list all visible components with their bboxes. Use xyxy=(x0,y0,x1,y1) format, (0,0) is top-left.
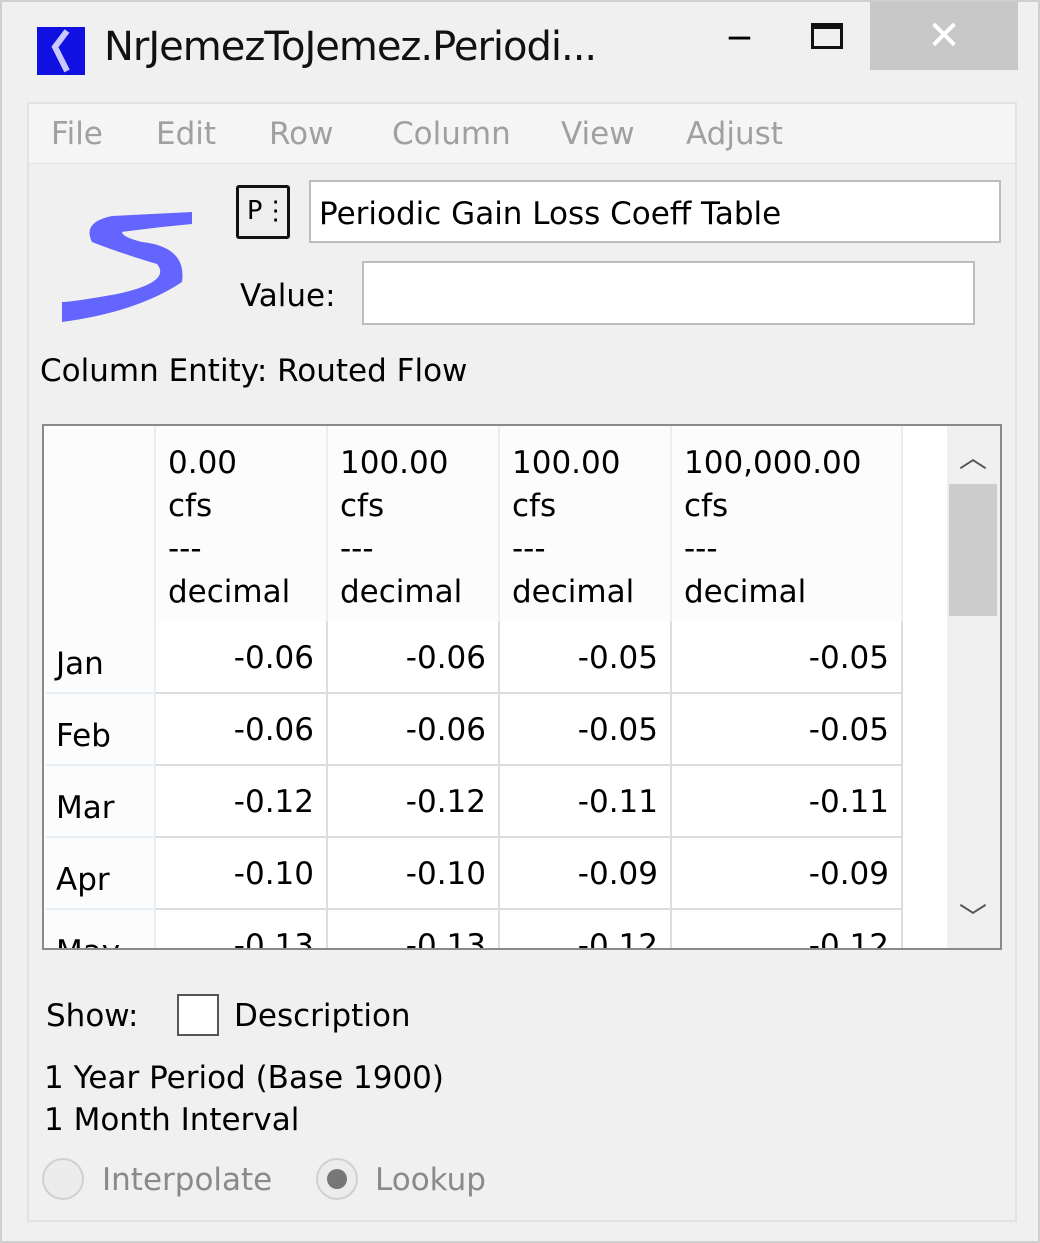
maximize-icon xyxy=(811,23,843,49)
value-label: Value: xyxy=(240,278,336,314)
table-cell[interactable]: -0.12 xyxy=(500,910,672,948)
slot-name-field[interactable]: Periodic Gain Loss Coeff Table xyxy=(309,180,1001,243)
lookup-radio[interactable] xyxy=(316,1158,358,1200)
menu-row[interactable]: Row xyxy=(269,116,334,152)
vertical-scrollbar[interactable]: ︿ ﹀ xyxy=(947,426,1000,948)
scroll-up-arrow-icon[interactable]: ︿ xyxy=(959,441,988,474)
table-cell[interactable]: -0.06 xyxy=(328,622,500,694)
lookup-label: Lookup xyxy=(375,1162,486,1198)
table-cell[interactable]: -0.06 xyxy=(328,694,500,766)
periodic-slot-icon[interactable]: P⋮ xyxy=(236,185,290,239)
menu-column[interactable]: Column xyxy=(392,116,511,152)
period-text: 1 Year Period (Base 1900) xyxy=(44,1060,445,1096)
close-button[interactable]: ✕ xyxy=(870,2,1018,70)
app-logo-icon xyxy=(37,27,85,75)
table-cell[interactable]: -0.05 xyxy=(500,622,672,694)
row-header[interactable]: Mar xyxy=(46,766,156,838)
interval-text: 1 Month Interval xyxy=(44,1102,300,1138)
table-cell[interactable]: -0.12 xyxy=(156,766,328,838)
value-field[interactable] xyxy=(362,261,975,325)
row-header[interactable]: Apr xyxy=(46,838,156,910)
table-cell[interactable]: -0.13 xyxy=(156,910,328,948)
scrollbar-thumb[interactable] xyxy=(949,484,997,616)
table-cell[interactable]: -0.11 xyxy=(500,766,672,838)
table-cell[interactable]: -0.05 xyxy=(672,694,903,766)
interpolate-radio[interactable] xyxy=(42,1158,84,1200)
show-label: Show: xyxy=(46,998,139,1034)
table-cell[interactable]: -0.12 xyxy=(672,910,903,948)
table-cell[interactable]: -0.13 xyxy=(328,910,500,948)
description-checkbox[interactable] xyxy=(177,994,219,1036)
column-entity-label: Column Entity: Routed Flow xyxy=(40,353,468,389)
row-header[interactable]: May xyxy=(46,910,156,948)
scroll-down-arrow-icon[interactable]: ﹀ xyxy=(959,901,988,934)
table-cell[interactable]: -0.06 xyxy=(156,694,328,766)
radio-selected-dot xyxy=(327,1169,347,1189)
maximize-button[interactable] xyxy=(792,2,862,70)
column-header[interactable]: 100.00 cfs --- decimal xyxy=(328,426,500,622)
table-cell[interactable]: -0.10 xyxy=(328,838,500,910)
window-title: NrJemezToJemez.Periodi... xyxy=(104,24,597,70)
menu-bar: File Edit Row Column View Adjust xyxy=(29,104,1015,164)
table-cell[interactable]: -0.09 xyxy=(672,838,903,910)
menu-file[interactable]: File xyxy=(51,116,103,152)
corner-header xyxy=(46,426,156,622)
column-header[interactable]: 100,000.00 cfs --- decimal xyxy=(672,426,903,622)
interpolate-label: Interpolate xyxy=(102,1162,273,1198)
reach-icon xyxy=(62,212,192,322)
menu-view[interactable]: View xyxy=(561,116,635,152)
column-header[interactable]: 100.00 cfs --- decimal xyxy=(500,426,672,622)
table-cell[interactable]: -0.06 xyxy=(156,622,328,694)
table-cell[interactable]: -0.05 xyxy=(500,694,672,766)
table-cell[interactable]: -0.09 xyxy=(500,838,672,910)
row-header[interactable]: Feb xyxy=(46,694,156,766)
table-cell[interactable]: -0.12 xyxy=(328,766,500,838)
row-header[interactable]: Jan xyxy=(46,622,156,694)
minimize-button[interactable]: ‒ xyxy=(726,13,753,59)
table-cell[interactable]: -0.11 xyxy=(672,766,903,838)
data-table: 0.00 cfs --- decimal 100.00 cfs --- decimal 10… xyxy=(42,424,1002,950)
column-header[interactable]: 0.00 cfs --- decimal xyxy=(156,426,328,622)
table-cell[interactable]: -0.05 xyxy=(672,622,903,694)
menu-adjust[interactable]: Adjust xyxy=(686,116,783,152)
table-cell[interactable]: -0.10 xyxy=(156,838,328,910)
description-label: Description xyxy=(234,998,411,1034)
menu-edit[interactable]: Edit xyxy=(156,116,217,152)
